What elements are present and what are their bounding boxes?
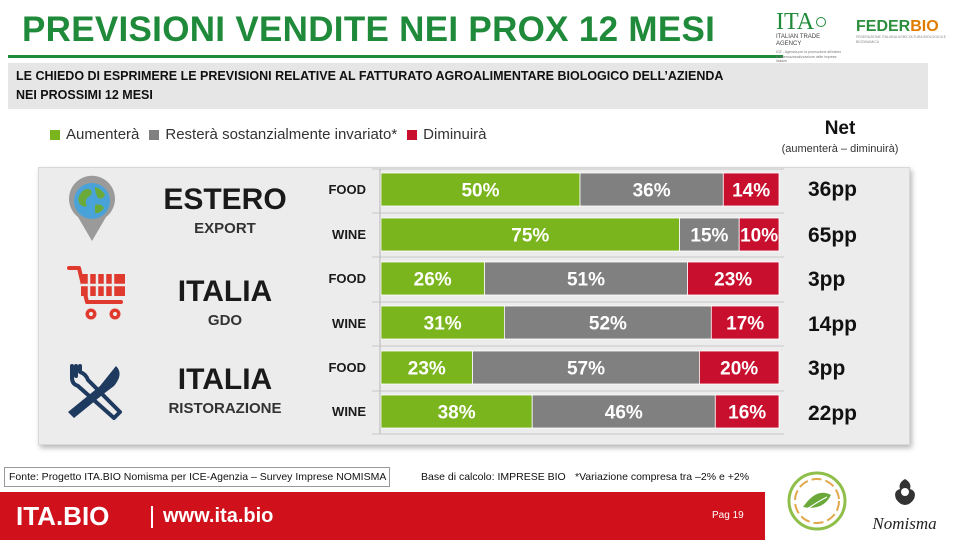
question-line-1: LE CHIEDO DI ESPRIMERE LE PREVISIONI REL…	[16, 69, 724, 83]
net-header: Net (aumenterà – diminuirà)	[760, 118, 920, 155]
ita-logo: ITA ITALIAN TRADE AGENCY ICE - Agenzia p…	[776, 9, 842, 63]
group-subtitle-ristorazione: RISTORAZIONE	[168, 400, 282, 417]
legend-label-invariato: Resterà sostanzialmente invariato*	[165, 126, 398, 143]
federbio-logo-text-b: BIO	[910, 18, 939, 35]
row-label-gdo-wine: WINE	[332, 316, 366, 331]
legend-item-invariato: Resterà sostanzialmente invariato*	[149, 126, 397, 143]
group-title-estero: ESTERO	[163, 183, 287, 216]
group-subtitle-gdo: GDO	[207, 312, 243, 329]
globe-pin-icon	[69, 175, 115, 241]
legend-swatch-grey	[149, 129, 160, 140]
source-note: Fonte: Progetto ITA.BIO Nomisma per ICE-…	[4, 467, 390, 487]
federbio-logo-text-a: FEDER	[856, 18, 911, 35]
row-label-estero-wine: WINE	[332, 227, 366, 242]
page-title: PREVISIONI VENDITE NEI PROX 12 MESI	[22, 10, 716, 49]
brand-divider	[151, 506, 153, 528]
federbio-logo: FEDERBIO FEDERAZIONE ITALIANA AGRICOLTUR…	[856, 18, 946, 52]
row-label-estero-food: FOOD	[328, 182, 366, 197]
net-value-ristorazione-food: 3pp	[808, 357, 846, 380]
net-value-gdo-wine: 14pp	[808, 313, 858, 336]
shopping-cart-icon	[67, 266, 125, 320]
net-subtitle: (aumenterà – diminuirà)	[781, 143, 899, 155]
brand-name: ITA.BIO	[16, 501, 110, 531]
legend-label-diminuira: Diminuirà	[423, 126, 487, 143]
row-label-ristorazione-food: FOOD	[328, 360, 366, 375]
globe-mini-icon	[816, 17, 827, 27]
fork-knife-icon	[68, 364, 122, 420]
legend-item-aumentera: Aumenterà	[50, 126, 139, 143]
legend-swatch-green	[50, 129, 60, 140]
itabio-circle-logo	[787, 471, 847, 531]
base-note: Base di calcolo: IMPRESE BIO	[421, 471, 566, 483]
net-value-gdo-food: 3pp	[808, 268, 846, 291]
group-title-italia-ristorazione: ITALIA	[177, 363, 273, 396]
legend-swatch-red	[407, 129, 418, 140]
ita-logo-text: ITA	[776, 9, 815, 35]
row-label-ristorazione-wine: WINE	[332, 404, 366, 419]
legend-label-aumentera: Aumenterà	[66, 126, 140, 143]
nomisma-emblem-icon	[894, 479, 915, 505]
title-underline	[8, 55, 783, 58]
net-value-ristorazione-wine: 22pp	[808, 402, 858, 425]
net-title: Net	[824, 118, 856, 139]
question-box: LE CHIEDO DI ESPRIMERE LE PREVISIONI REL…	[8, 63, 928, 109]
website-link[interactable]: www.ita.bio	[163, 505, 274, 527]
ita-logo-subtitle: ICE - Agenzia per la promozione all'este…	[776, 50, 842, 63]
row-label-gdo-food: FOOD	[328, 271, 366, 286]
group-subtitle-export: EXPORT	[194, 220, 256, 237]
page-number: Pag 19	[712, 510, 744, 521]
chart-legend: Aumenterà Resterà sostanzialmente invari…	[50, 126, 497, 143]
question-line-2: NEI PROSSIMI 12 MESI	[16, 88, 153, 102]
federbio-logo-tagline: FEDERAZIONE ITALIANA AGRICOLTURA BIOLOGI…	[856, 35, 946, 44]
nomisma-wordmark: Nomisma	[872, 514, 937, 533]
ita-logo-agency: ITALIAN TRADE AGENCY	[776, 34, 821, 47]
legend-item-diminuira: Diminuirà	[407, 126, 487, 143]
footer-band: ITA.BIO www.ita.bio Pag 19	[0, 492, 765, 540]
nomisma-logo: Nomisma	[852, 477, 957, 537]
variation-note: *Variazione compresa tra –2% e +2%	[575, 471, 750, 483]
net-value-estero-food: 36pp	[808, 178, 858, 201]
group-title-italia-gdo: ITALIA	[177, 275, 273, 308]
net-value-estero-wine: 65pp	[808, 224, 858, 247]
